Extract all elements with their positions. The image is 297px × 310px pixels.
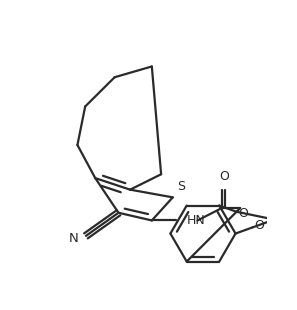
Text: N: N (68, 232, 78, 246)
Text: O: O (220, 170, 230, 184)
Text: O: O (255, 219, 265, 232)
Text: S: S (177, 180, 185, 193)
Text: HN: HN (187, 214, 206, 227)
Text: O: O (238, 207, 248, 220)
